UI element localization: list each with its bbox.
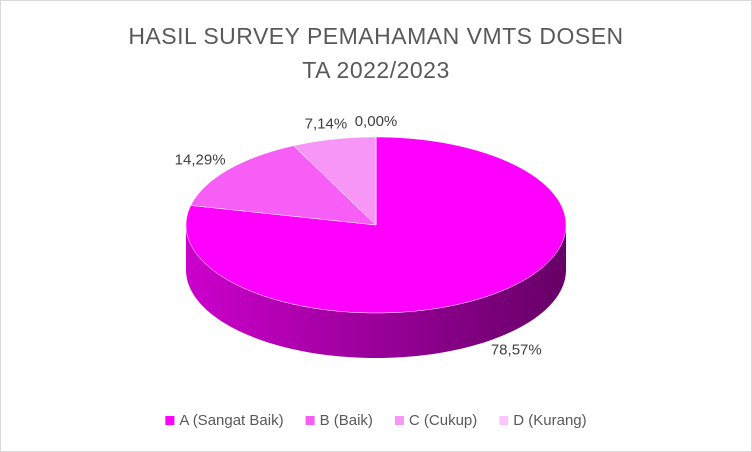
legend-swatch (165, 416, 175, 425)
chart-title: TA 2022/2023 (302, 57, 450, 83)
legend-label: C (Cukup) (409, 412, 477, 429)
slice-side (186, 225, 566, 358)
legend-label: B (Baik) (320, 412, 373, 429)
legend-label: A (Sangat Baik) (179, 412, 283, 429)
data-label: 78,57% (491, 341, 542, 358)
legend-label: D (Kurang) (513, 412, 586, 429)
chart-title: HASIL SURVEY PEMAHAMAN VMTS DOSEN (128, 23, 623, 49)
slice (293, 136, 377, 226)
data-label: 7,14% (305, 116, 348, 133)
legend-swatch (394, 416, 404, 425)
legend-swatch (305, 416, 315, 425)
legend-swatch (499, 416, 509, 425)
slice (190, 145, 377, 226)
data-label: 0,00% (355, 113, 398, 130)
data-label: 14,29% (175, 152, 226, 169)
